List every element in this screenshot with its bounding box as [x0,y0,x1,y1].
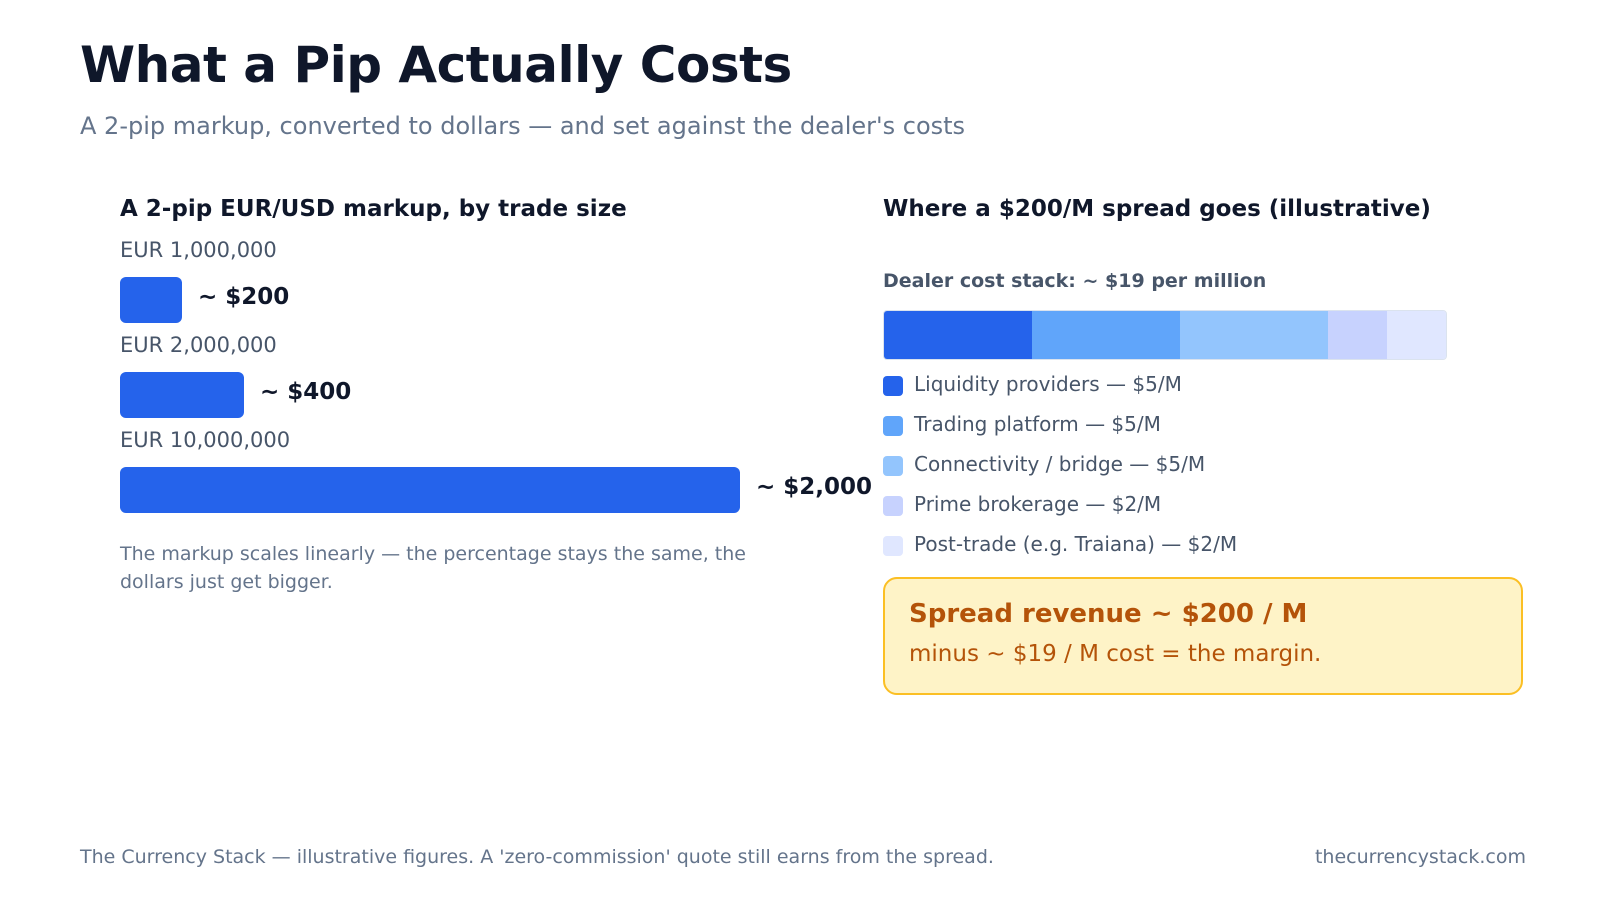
trade-size-bar-chart: EUR 1,000,000 ~ $200 EUR 2,000,000 ~ $400 EU… [120,0,880,540]
legend-swatch [883,376,903,396]
trade-size-chart-title: A 2-pip EUR/USD markup, by trade size [120,196,627,222]
cost-segment [1386,311,1446,359]
trade-size-label: EUR 10,000,000 [120,428,291,452]
callout-subline: minus ~ $19 / M cost = the margin. [909,641,1322,667]
legend-swatch [883,416,903,436]
legend-label: Post-trade (e.g. Traiana) — $2/M [914,532,1238,556]
legend-swatch [883,456,903,476]
page-title: What a Pip Actually Costs [80,36,792,94]
legend-label: Trading platform — $5/M [914,412,1161,436]
footer-credit: The Currency Stack — illustrative figure… [80,846,994,868]
markup-value-label: ~ $400 [260,379,352,405]
legend-label: Prime brokerage — $2/M [914,492,1162,516]
footer-url[interactable]: thecurrencystack.com [1314,846,1526,868]
linear-scaling-note: The markup scales linearly — the percent… [120,543,746,593]
markup-value-label: ~ $200 [198,284,290,310]
legend-label: Liquidity providers — $5/M [914,372,1182,396]
callout-headline: Spread revenue ~ $200 / M [909,599,1308,629]
cost-segment [1031,311,1180,359]
cost-stack-bar [883,310,1447,360]
markup-value-label: ~ $2,000 [756,474,873,500]
legend-swatch [883,536,903,556]
cost-segment [1179,311,1328,359]
legend-swatch [883,496,903,516]
spread-breakdown-title: Where a $200/M spread goes (illustrative… [883,196,1431,222]
spread-revenue-callout: Spread revenue ~ $200 / M minus ~ $19 / … [883,577,1523,695]
legend-label: Connectivity / bridge — $5/M [914,452,1206,476]
markup-bar [120,372,244,418]
trade-size-label: EUR 2,000,000 [120,333,277,357]
page-subtitle: A 2-pip markup, converted to dollars — a… [80,112,966,140]
trade-size-label: EUR 1,000,000 [120,238,277,262]
markup-bar [120,467,740,513]
markup-bar [120,277,182,323]
cost-segment [1327,311,1387,359]
cost-stack-label: Dealer cost stack: ~ $19 per million [883,270,1267,292]
cost-segment [884,311,1032,359]
